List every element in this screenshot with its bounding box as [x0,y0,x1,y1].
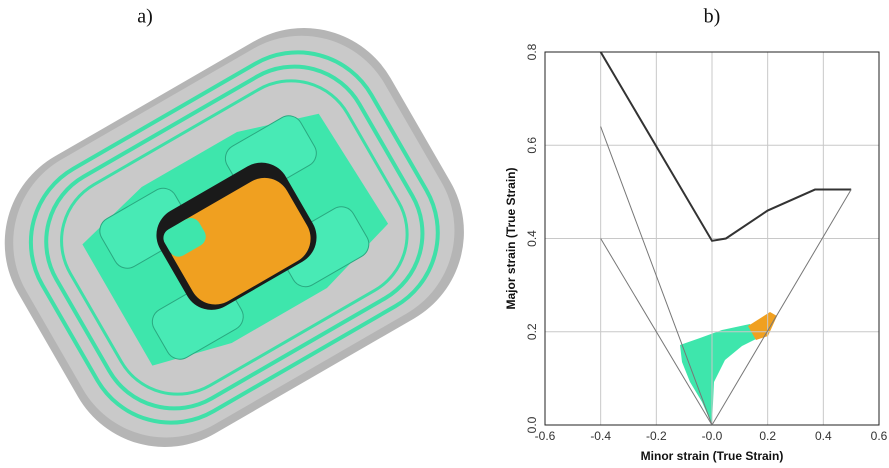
y-tick-label: 0.0 [525,416,539,433]
figure: a) b)-0.6-0.4-0.2-0.00.20.40.60.00.20.40… [0,0,889,468]
x-tick-label: -0.4 [590,429,611,443]
series-line [601,127,852,425]
y-tick-label: 0.4 [525,230,539,247]
x-tick-label: -0.0 [702,429,723,443]
x-tick-label: 0.6 [871,429,888,443]
strain-cloud [680,312,777,425]
part-render [0,0,501,468]
panel-label: b) [704,6,721,28]
x-tick-label: -0.2 [646,429,667,443]
y-tick-label: 0.6 [525,137,539,154]
y-tick-label: 0.8 [525,43,539,60]
x-axis-label: Minor strain (True Strain) [641,449,784,463]
series-line [601,52,852,241]
y-axis-label: Major strain (True Strain) [504,167,518,309]
x-tick-label: 0.2 [759,429,776,443]
panel-label: a) [137,6,153,28]
x-tick-label: 0.4 [815,429,832,443]
y-tick-label: 0.2 [525,323,539,340]
